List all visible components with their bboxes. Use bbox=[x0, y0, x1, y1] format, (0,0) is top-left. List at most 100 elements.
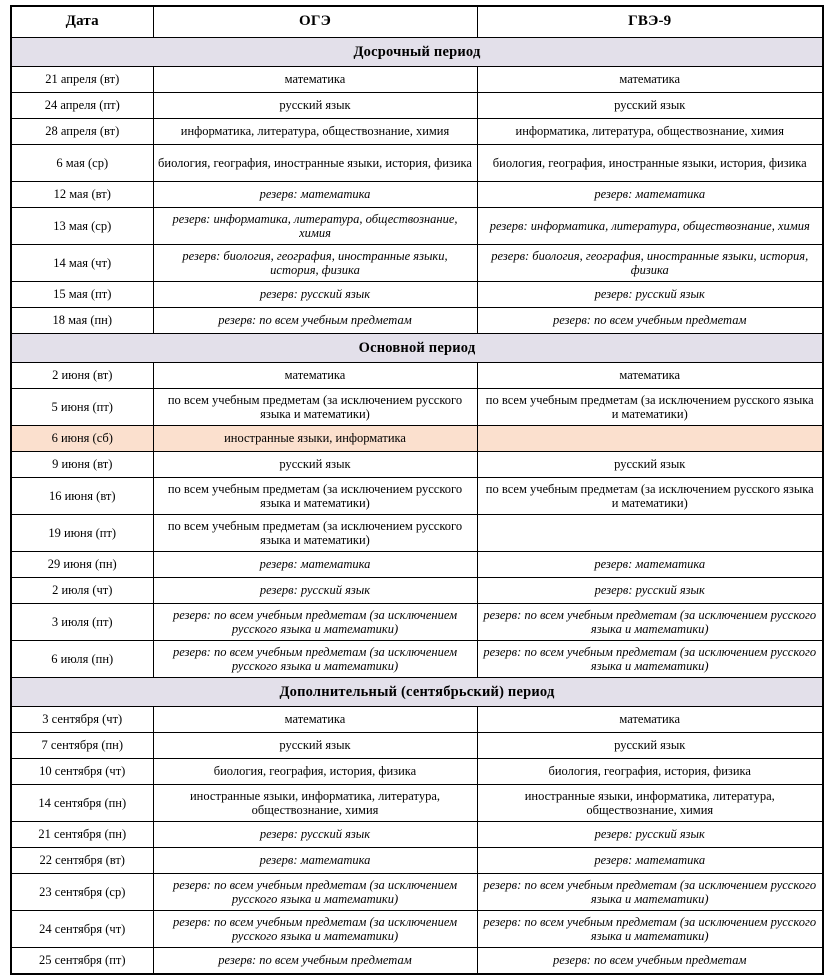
table-body: Досрочный период 21 апреля (вт) математика… bbox=[10, 37, 824, 975]
table-row: 23 сентября (ср) резерв: по всем учебным … bbox=[10, 873, 824, 911]
cell-date: 24 апреля (пт) bbox=[10, 92, 154, 119]
cell-oge: по всем учебным предметам (за исключение… bbox=[152, 388, 478, 426]
cell-gve: математика bbox=[476, 66, 824, 93]
cell-oge: резерв: математика bbox=[152, 181, 478, 208]
cell-gve: биология, география, иностранные языки, … bbox=[476, 144, 824, 182]
cell-gve: резерв: по всем учебным предметам (за ис… bbox=[476, 603, 824, 641]
cell-oge: математика bbox=[152, 66, 478, 93]
table-row: 16 июня (вт) по всем учебным предметам (з… bbox=[10, 477, 824, 515]
table-row: 25 сентября (пт) резерв: по всем учебным … bbox=[10, 947, 824, 975]
cell-date: 21 сентября (пн) bbox=[10, 821, 154, 848]
cell-date: 13 мая (ср) bbox=[10, 207, 154, 245]
cell-oge: резерв: по всем учебным предметам (за ис… bbox=[152, 910, 478, 948]
cell-gve: резерв: по всем учебным предметам (за ис… bbox=[476, 873, 824, 911]
cell-oge: русский язык bbox=[152, 732, 478, 759]
cell-gve bbox=[476, 514, 824, 552]
cell-gve: русский язык bbox=[476, 732, 824, 759]
cell-date: 16 июня (вт) bbox=[10, 477, 154, 515]
cell-gve: резерв: биология, география, иностранные… bbox=[476, 244, 824, 282]
cell-gve: информатика, литература, обществознание,… bbox=[476, 118, 824, 145]
cell-gve: резерв: математика bbox=[476, 847, 824, 874]
cell-gve: резерв: математика bbox=[476, 551, 824, 578]
cell-oge: русский язык bbox=[152, 92, 478, 119]
cell-oge: математика bbox=[152, 706, 478, 733]
table-header-row: Дата ОГЭ ГВЭ-9 bbox=[10, 5, 824, 38]
period-band-row: Досрочный период bbox=[10, 37, 824, 67]
cell-oge: по всем учебным предметам (за исключение… bbox=[152, 514, 478, 552]
cell-gve: математика bbox=[476, 362, 824, 389]
table-row: 6 июня (сб) иностранные языки, информатик… bbox=[10, 425, 824, 452]
cell-oge: математика bbox=[152, 362, 478, 389]
cell-date: 6 июля (пн) bbox=[10, 640, 154, 678]
cell-gve: иностранные языки, информатика, литерату… bbox=[476, 784, 824, 822]
cell-gve bbox=[476, 425, 824, 452]
cell-date: 14 сентября (пн) bbox=[10, 784, 154, 822]
cell-date: 12 мая (вт) bbox=[10, 181, 154, 208]
cell-oge: резерв: русский язык bbox=[152, 577, 478, 604]
period-title: Основной период bbox=[10, 333, 824, 363]
cell-date: 3 сентября (чт) bbox=[10, 706, 154, 733]
period-band-row: Дополнительный (сентябрьский) период bbox=[10, 677, 824, 707]
cell-date: 3 июля (пт) bbox=[10, 603, 154, 641]
exam-schedule-table: Дата ОГЭ ГВЭ-9 Досрочный период 21 апреля… bbox=[10, 5, 824, 975]
cell-oge: резерв: по всем учебным предметам bbox=[152, 947, 478, 975]
cell-oge: резерв: математика bbox=[152, 551, 478, 578]
table-row: 12 мая (вт) резерв: математика резерв: мат… bbox=[10, 181, 824, 208]
cell-date: 6 июня (сб) bbox=[10, 425, 154, 452]
cell-oge: информатика, литература, обществознание,… bbox=[152, 118, 478, 145]
cell-gve: резерв: русский язык bbox=[476, 821, 824, 848]
table-row: 9 июня (вт) русский язык русский язык bbox=[10, 451, 824, 478]
period-band-row: Основной период bbox=[10, 333, 824, 363]
table-row: 19 июня (пт) по всем учебным предметам (з… bbox=[10, 514, 824, 552]
cell-oge: по всем учебным предметам (за исключение… bbox=[152, 477, 478, 515]
cell-oge: иностранные языки, информатика, литерату… bbox=[152, 784, 478, 822]
cell-oge: резерв: биология, география, иностранные… bbox=[152, 244, 478, 282]
cell-gve: резерв: русский язык bbox=[476, 281, 824, 308]
cell-gve: резерв: русский язык bbox=[476, 577, 824, 604]
cell-oge: резерв: по всем учебным предметам (за ис… bbox=[152, 640, 478, 678]
cell-gve: по всем учебным предметам (за исключение… bbox=[476, 477, 824, 515]
cell-date: 23 сентября (ср) bbox=[10, 873, 154, 911]
cell-gve: резерв: по всем учебным предметам (за ис… bbox=[476, 640, 824, 678]
table-row: 3 сентября (чт) математика математика bbox=[10, 706, 824, 733]
table-row: 7 сентября (пн) русский язык русский язык bbox=[10, 732, 824, 759]
cell-oge: резерв: русский язык bbox=[152, 281, 478, 308]
cell-gve: русский язык bbox=[476, 451, 824, 478]
table-row: 18 мая (пн) резерв: по всем учебным предм… bbox=[10, 307, 824, 334]
table-row: 14 сентября (пн) иностранные языки, инфор… bbox=[10, 784, 824, 822]
cell-date: 2 июня (вт) bbox=[10, 362, 154, 389]
table-row: 2 июня (вт) математика математика bbox=[10, 362, 824, 389]
column-header-gve: ГВЭ-9 bbox=[476, 5, 824, 38]
cell-date: 14 мая (чт) bbox=[10, 244, 154, 282]
cell-gve: резерв: по всем учебным предметам (за ис… bbox=[476, 910, 824, 948]
period-title: Досрочный период bbox=[10, 37, 824, 67]
cell-date: 7 сентября (пн) bbox=[10, 732, 154, 759]
cell-date: 21 апреля (вт) bbox=[10, 66, 154, 93]
table-row: 6 мая (ср) биология, география, иностранн… bbox=[10, 144, 824, 182]
cell-gve: резерв: по всем учебным предметам bbox=[476, 947, 824, 975]
cell-date: 24 сентября (чт) bbox=[10, 910, 154, 948]
cell-date: 9 июня (вт) bbox=[10, 451, 154, 478]
table-row: 21 апреля (вт) математика математика bbox=[10, 66, 824, 93]
cell-date: 2 июля (чт) bbox=[10, 577, 154, 604]
table-row: 13 мая (ср) резерв: информатика, литерату… bbox=[10, 207, 824, 245]
cell-oge: русский язык bbox=[152, 451, 478, 478]
cell-gve: резерв: математика bbox=[476, 181, 824, 208]
cell-date: 29 июня (пн) bbox=[10, 551, 154, 578]
cell-date: 25 сентября (пт) bbox=[10, 947, 154, 975]
table-row: 21 сентября (пн) резерв: русский язык резе… bbox=[10, 821, 824, 848]
cell-oge: иностранные языки, информатика bbox=[152, 425, 478, 452]
cell-gve: резерв: информатика, литература, обществ… bbox=[476, 207, 824, 245]
cell-oge: резерв: русский язык bbox=[152, 821, 478, 848]
cell-oge: резерв: по всем учебным предметам bbox=[152, 307, 478, 334]
cell-gve: резерв: по всем учебным предметам bbox=[476, 307, 824, 334]
table-row: 14 мая (чт) резерв: биология, география, … bbox=[10, 244, 824, 282]
cell-gve: биология, география, история, физика bbox=[476, 758, 824, 785]
cell-gve: по всем учебным предметам (за исключение… bbox=[476, 388, 824, 426]
table-row: 28 апреля (вт) информатика, литература, о… bbox=[10, 118, 824, 145]
cell-gve: русский язык bbox=[476, 92, 824, 119]
table-row: 3 июля (пт) резерв: по всем учебным предм… bbox=[10, 603, 824, 641]
table-row: 5 июня (пт) по всем учебным предметам (за… bbox=[10, 388, 824, 426]
cell-oge: резерв: по всем учебным предметам (за ис… bbox=[152, 603, 478, 641]
cell-date: 10 сентября (чт) bbox=[10, 758, 154, 785]
